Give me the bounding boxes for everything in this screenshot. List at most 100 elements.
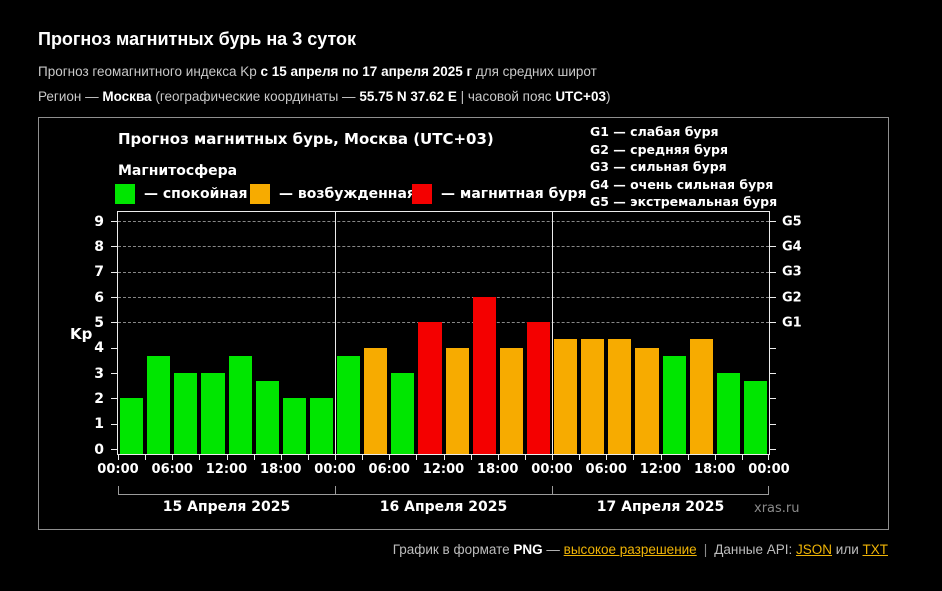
g-scale-legend: G1 — слабая буря G2 — средняя буря G3 — си… <box>590 123 777 211</box>
kp-bar <box>743 381 767 454</box>
y-tick-right <box>769 423 776 425</box>
g-level-label-g4: G4 <box>782 239 802 255</box>
footer-or: или <box>832 542 863 557</box>
region-line: Регион — Москва (географические координа… <box>38 89 610 104</box>
gridline-kp9 <box>118 221 769 222</box>
y-tick <box>111 398 118 400</box>
region-coordinates: 55.75 N 37.62 E <box>359 89 457 104</box>
kp-bar <box>337 356 361 454</box>
day-bracket-tick <box>335 486 336 494</box>
x-tick-label: 00:00 <box>748 462 790 477</box>
legend-item-red: — магнитная буря <box>412 184 587 204</box>
kp-bar <box>147 356 171 454</box>
x-tick-label: 18:00 <box>260 462 302 477</box>
y-tick-right <box>769 398 776 400</box>
x-tick <box>633 454 635 460</box>
g-level-label-g3: G3 <box>782 264 802 280</box>
y-tick-right <box>769 373 776 374</box>
api-json-link[interactable]: JSON <box>796 542 833 557</box>
g-level-label-g2: G2 <box>782 290 802 305</box>
plot-area: 0 1 2 3 4 5 6 7 8 9 G1 G2 G3 G4 G5 00:00 06:00 12:00 18:00… <box>94 211 802 516</box>
y-tick-right <box>769 271 776 273</box>
footer-format-label: График в формате <box>392 542 514 557</box>
y-tick-label: 5 <box>94 314 104 331</box>
x-tick <box>768 454 769 460</box>
g-level-label-g5: G5 <box>782 214 802 229</box>
x-tick <box>172 454 174 460</box>
g-legend-line: G1 — слабая буря <box>590 124 719 139</box>
region-mid: (географические координаты — <box>151 89 360 104</box>
x-tick-label: 00:00 <box>531 462 573 477</box>
chart-panel: Прогноз магнитных бурь, Москва (UTC+03) … <box>38 117 889 530</box>
region-timezone: UTC+03 <box>555 89 606 104</box>
x-tick <box>416 454 418 460</box>
x-tick-label: 00:00 <box>314 462 356 477</box>
kp-bar <box>364 347 388 454</box>
x-tick <box>579 454 581 460</box>
x-tick <box>226 454 228 460</box>
x-tick <box>497 454 499 460</box>
x-tick <box>362 454 364 460</box>
y-tick-right <box>769 297 776 298</box>
red-swatch-icon <box>412 184 432 204</box>
day-bracket-tick <box>552 486 553 494</box>
x-tick <box>552 454 553 460</box>
y-tick-label: 0 <box>94 441 104 458</box>
y-tick <box>111 246 118 248</box>
legend-item-green: — спокойная <box>115 184 248 204</box>
x-tick <box>524 454 526 460</box>
g-legend-line: G2 — средняя буря <box>590 141 728 157</box>
kp-bar <box>255 381 279 454</box>
y-tick <box>111 221 118 222</box>
y-tick <box>111 347 118 349</box>
magnetosphere-label: Магнитосфера <box>118 163 238 179</box>
g-level-label-g1: G1 <box>782 315 802 331</box>
api-txt-link[interactable]: TXT <box>862 542 889 557</box>
y-tick <box>111 297 118 298</box>
kp-bar <box>120 398 144 454</box>
kp-bar <box>174 373 198 454</box>
hires-png-link[interactable]: высокое разрешение <box>563 542 697 557</box>
y-tick-label: 6 <box>94 289 104 306</box>
y-axis-title: Kp <box>70 325 93 343</box>
gridline-kp7 <box>118 271 769 273</box>
kp-bar <box>635 347 659 454</box>
x-tick <box>253 454 255 460</box>
g-legend-line: G3 — сильная буря <box>590 159 727 175</box>
kp-bar <box>445 347 469 454</box>
footer-dash: — <box>542 542 564 557</box>
x-tick <box>606 454 608 460</box>
kp-bar <box>418 322 442 454</box>
footer: График в формате PNG — высокое разрешени… <box>38 542 888 557</box>
forecast-subtitle: Прогноз геомагнитного индекса Kp с 15 ап… <box>38 64 597 79</box>
x-tick <box>335 454 336 460</box>
kp-bar <box>201 373 225 454</box>
x-tick <box>443 454 445 460</box>
gridline-kp5 <box>118 322 769 324</box>
x-tick <box>280 454 282 460</box>
legend-label: — возбужденная <box>279 186 416 202</box>
y-tick-right <box>769 246 776 248</box>
y-tick-label: 8 <box>94 238 104 255</box>
region-name: Москва <box>102 89 152 104</box>
date-label: 16 Апреля 2025 <box>379 499 508 515</box>
x-tick-label: 12:00 <box>422 462 465 477</box>
g-legend-line: G4 — очень сильная буря <box>590 176 774 192</box>
footer-api-label: Данные API: <box>714 542 797 557</box>
day-separator <box>335 212 336 454</box>
x-tick-label: 12:00 <box>205 462 248 477</box>
kp-bar <box>282 398 306 454</box>
y-tick <box>111 423 118 425</box>
x-tick <box>741 454 743 460</box>
orange-swatch-icon <box>250 184 270 204</box>
kp-bar <box>608 339 632 454</box>
kp-bar <box>391 373 415 454</box>
date-label: 15 Апреля 2025 <box>162 499 291 515</box>
gridline-kp8 <box>118 246 769 248</box>
x-tick-label: 00:00 <box>97 462 139 477</box>
legend-label: — спокойная <box>144 186 248 202</box>
kp-bar <box>554 339 578 454</box>
y-tick <box>111 271 118 273</box>
gridline-kp6 <box>118 297 769 298</box>
x-tick <box>145 454 147 460</box>
